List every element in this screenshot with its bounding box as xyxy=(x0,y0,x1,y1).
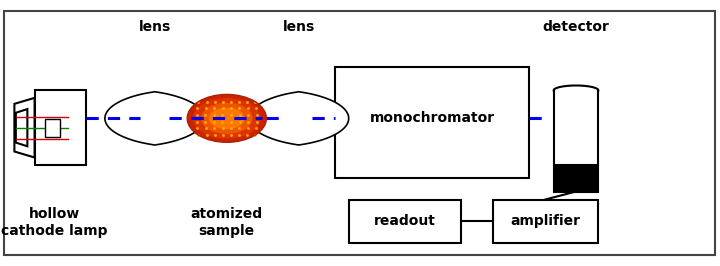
Text: atomized
sample: atomized sample xyxy=(191,207,263,238)
Text: lens: lens xyxy=(283,20,315,34)
Bar xyxy=(335,66,529,178)
Text: amplifier: amplifier xyxy=(510,214,580,228)
Bar xyxy=(554,90,598,165)
Bar xyxy=(493,200,598,243)
Bar xyxy=(554,165,598,192)
Polygon shape xyxy=(14,98,35,157)
Ellipse shape xyxy=(201,103,253,134)
Polygon shape xyxy=(249,92,348,145)
Text: readout: readout xyxy=(374,214,436,228)
Bar xyxy=(45,119,60,137)
Polygon shape xyxy=(105,92,204,145)
Text: detector: detector xyxy=(543,20,609,34)
Ellipse shape xyxy=(193,98,261,139)
Text: monochromator: monochromator xyxy=(369,111,495,125)
Ellipse shape xyxy=(209,107,245,129)
Bar xyxy=(349,200,461,243)
Ellipse shape xyxy=(187,94,266,142)
Text: lens: lens xyxy=(139,20,171,34)
Bar xyxy=(35,90,86,165)
Text: hollow
cathode lamp: hollow cathode lamp xyxy=(1,207,107,238)
Polygon shape xyxy=(16,109,27,146)
Polygon shape xyxy=(554,85,598,90)
